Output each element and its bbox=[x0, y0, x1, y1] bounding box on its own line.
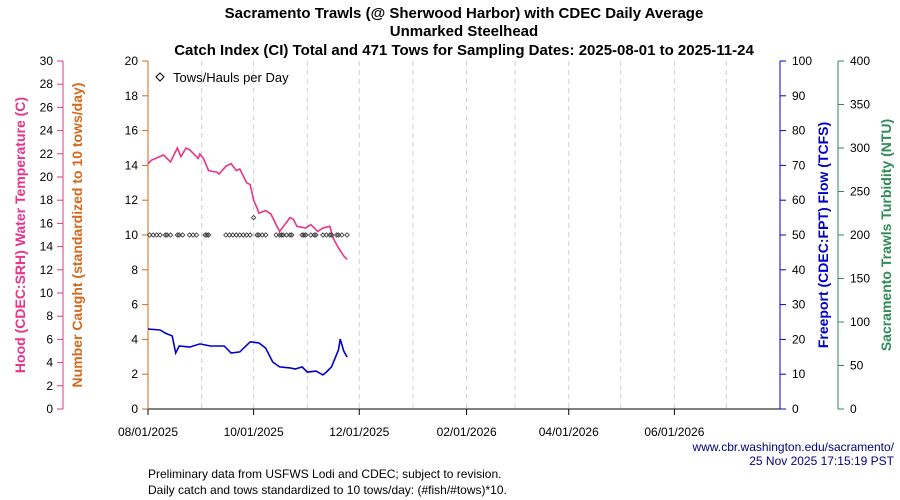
tows-point bbox=[288, 232, 295, 238]
turbidity-tick-label: 400 bbox=[850, 54, 870, 68]
temperature-tick-label: 18 bbox=[40, 193, 54, 207]
catch-tick-label: 0 bbox=[131, 402, 138, 416]
legend-diamond-icon bbox=[155, 72, 165, 82]
temperature-tick-label: 22 bbox=[40, 147, 54, 161]
temperature-tick-label: 16 bbox=[40, 216, 54, 230]
chart-title-line-2: Unmarked Steelhead bbox=[390, 23, 538, 40]
flow-line bbox=[147, 328, 348, 376]
tows-point bbox=[193, 232, 200, 238]
temperature-tick-label: 26 bbox=[40, 100, 54, 114]
tows-point bbox=[254, 232, 260, 238]
turbidity-tick-label: 250 bbox=[850, 185, 870, 199]
temperature-line bbox=[147, 146, 348, 260]
turbidity-tick-label: 350 bbox=[850, 98, 870, 112]
footer-note-2: Daily catch and tows standardized to 10 … bbox=[148, 483, 507, 497]
x-tick-label: 12/01/2025 bbox=[329, 425, 389, 439]
tows-point bbox=[339, 232, 345, 238]
legend: Tows/Hauls per Day bbox=[155, 70, 289, 85]
temperature-tick-label: 28 bbox=[40, 77, 54, 91]
flow-tick-label: 70 bbox=[792, 158, 806, 172]
tows-point bbox=[247, 232, 253, 238]
catch-tick-label: 4 bbox=[131, 332, 138, 346]
tows-point bbox=[157, 232, 163, 238]
axes: 08/01/2025 10/01/2025 12/01/2025 02/01/2026… bbox=[40, 54, 871, 439]
flow-tick-label: 10 bbox=[792, 367, 806, 381]
tows-point bbox=[205, 232, 212, 238]
temperature-tick-label: 0 bbox=[46, 402, 53, 416]
flow-axis-title: Freeport (CDEC:FPT) Flow (TCFS) bbox=[815, 122, 831, 348]
flow-tick-label: 100 bbox=[792, 54, 812, 68]
flow-tick-label: 90 bbox=[792, 89, 806, 103]
catch-tick-label: 8 bbox=[131, 263, 138, 277]
flow-tick-label: 0 bbox=[792, 402, 799, 416]
temperature-tick-label: 2 bbox=[46, 379, 53, 393]
chart-title-line-3: Catch Index (CI) Total and 471 Tows for … bbox=[174, 42, 754, 59]
tows-point bbox=[167, 232, 174, 238]
catch-tick-label: 14 bbox=[125, 158, 139, 172]
turbidity-tick-label: 0 bbox=[850, 402, 857, 416]
temperature-tick-label: 30 bbox=[40, 54, 54, 68]
catch-tick-label: 20 bbox=[125, 54, 139, 68]
x-tick-label: 10/01/2025 bbox=[224, 425, 284, 439]
flow-tick-label: 50 bbox=[792, 228, 806, 242]
temperature-tick-label: 10 bbox=[40, 286, 54, 300]
turbidity-tick-label: 200 bbox=[850, 228, 870, 242]
catch-tick-label: 2 bbox=[131, 367, 138, 381]
footer-note-1: Preliminary data from USFWS Lodi and CDE… bbox=[148, 467, 501, 481]
catch-axis-title: Number Caught (standardized to 10 tows/d… bbox=[69, 83, 85, 388]
temperature-tick-label: 8 bbox=[46, 309, 53, 323]
tows-point bbox=[250, 214, 257, 221]
tows-point bbox=[328, 232, 335, 238]
catch-tick-label: 12 bbox=[125, 193, 139, 207]
tows-point bbox=[278, 232, 285, 238]
flow-tick-label: 20 bbox=[792, 332, 806, 346]
tows-point bbox=[179, 232, 186, 238]
temperature-tick-label: 20 bbox=[40, 170, 54, 184]
catch-tick-label: 10 bbox=[125, 228, 139, 242]
turbidity-tick-label: 300 bbox=[850, 141, 870, 155]
turbidity-tick-label: 100 bbox=[850, 315, 870, 329]
tows-point bbox=[313, 232, 319, 238]
temperature-tick-label: 12 bbox=[40, 263, 54, 277]
x-tick-label: 04/01/2026 bbox=[539, 425, 599, 439]
tows-point bbox=[301, 232, 307, 238]
tows-point bbox=[311, 232, 317, 238]
temperature-tick-label: 24 bbox=[40, 124, 54, 138]
tows-point bbox=[333, 232, 340, 238]
turbidity-axis-title: Sacramento Trawls Turbidity (NTU) bbox=[878, 119, 894, 351]
flow-tick-label: 30 bbox=[792, 298, 806, 312]
data-marks bbox=[146, 146, 350, 376]
legend-label: Tows/Hauls per Day bbox=[173, 70, 289, 85]
tows-point bbox=[327, 232, 333, 238]
source-url: www.cbr.washington.edu/sacramento/ bbox=[692, 440, 895, 454]
flow-tick-label: 80 bbox=[792, 124, 806, 138]
turbidity-tick-label: 150 bbox=[850, 272, 870, 286]
tows-point bbox=[262, 232, 269, 238]
catch-tick-label: 6 bbox=[131, 298, 138, 312]
flow-tick-label: 40 bbox=[792, 263, 806, 277]
x-tick-label: 06/01/2026 bbox=[644, 425, 704, 439]
x-tick-label: 08/01/2025 bbox=[118, 425, 178, 439]
tows-point bbox=[174, 232, 181, 238]
temperature-tick-label: 14 bbox=[40, 240, 54, 254]
timestamp: 25 Nov 2025 17:15:19 PST bbox=[749, 454, 894, 468]
tows-point bbox=[344, 232, 350, 238]
temperature-tick-label: 6 bbox=[46, 332, 53, 346]
flow-tick-label: 60 bbox=[792, 193, 806, 207]
tows-point bbox=[302, 232, 309, 238]
turbidity-tick-label: 50 bbox=[850, 359, 864, 373]
tows-point bbox=[204, 232, 210, 238]
chart-title-line-1: Sacramento Trawls (@ Sherwood Harbor) wi… bbox=[225, 5, 704, 22]
tows-point bbox=[162, 232, 169, 238]
temperature-axis-title: Hood (CDEC:SRH) Water Temperature (C) bbox=[12, 97, 28, 373]
temperature-tick-label: 4 bbox=[46, 356, 53, 370]
catch-tick-label: 16 bbox=[125, 124, 139, 138]
catch-tick-label: 18 bbox=[125, 89, 139, 103]
tows-point bbox=[287, 232, 293, 238]
x-tick-label: 02/01/2026 bbox=[437, 425, 497, 439]
